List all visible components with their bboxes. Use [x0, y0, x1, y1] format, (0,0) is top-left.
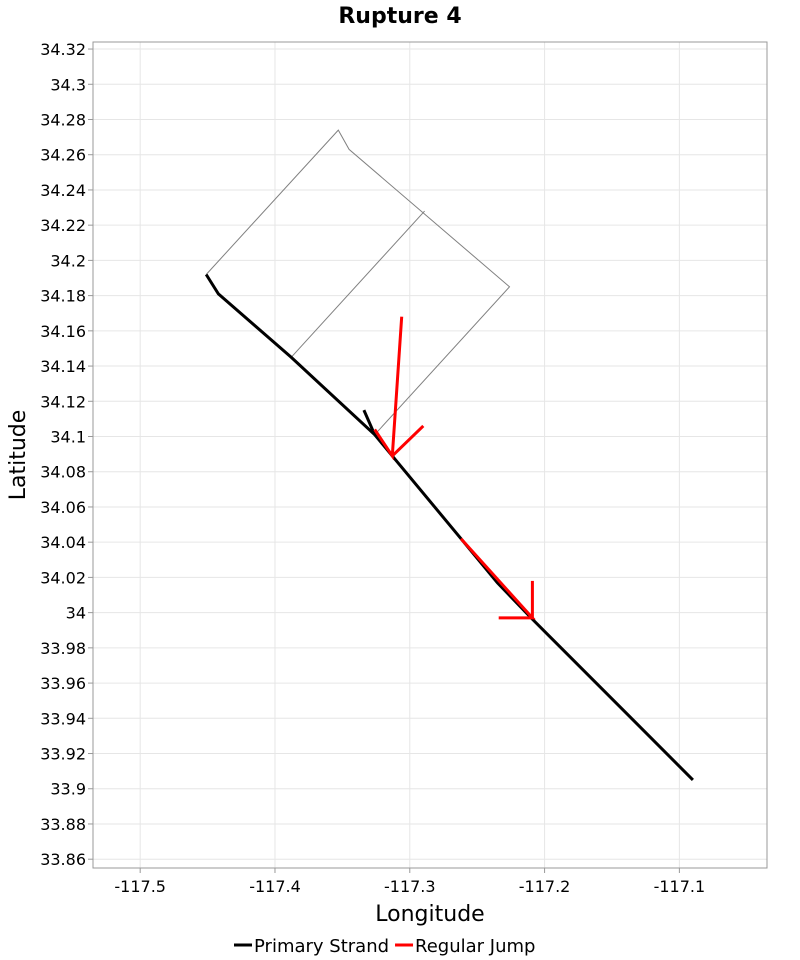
fault-outline-2: [290, 210, 425, 358]
y-tick-label: 34.24: [40, 181, 86, 200]
y-axis-ticks: 33.86 33.88 33.9 33.92 33.94 33.96 33.98 34 34.0…: [40, 40, 93, 869]
x-axis-ticks: -117.5 -117.4 -117.3 -117.2 -117.1: [114, 868, 705, 896]
y-tick-label: 34.32: [40, 40, 86, 59]
legend-item-regular-jump: Regular Jump: [395, 936, 535, 957]
regular-jump-line-1: [373, 316, 404, 461]
fault-outlines: [205, 129, 511, 436]
y-tick-label: 34.12: [40, 392, 86, 411]
y-tick-label: 34.08: [40, 463, 86, 482]
grid: [93, 42, 767, 868]
y-tick-label: 34.2: [50, 251, 86, 270]
x-axis-title: Longitude: [375, 902, 484, 927]
series-lines: [204, 273, 694, 781]
x-tick-label: -117.3: [384, 877, 436, 896]
y-tick-label: 33.9: [50, 780, 86, 799]
y-tick-label: 34.06: [40, 498, 86, 517]
y-tick-label: 34.14: [40, 357, 86, 376]
legend-label: Regular Jump: [415, 936, 535, 957]
legend: Primary Strand Regular Jump: [234, 936, 535, 957]
y-tick-label: 34.1: [50, 428, 86, 447]
y-tick-label: 33.96: [40, 674, 86, 693]
legend-label: Primary Strand: [254, 936, 389, 957]
x-tick-label: -117.4: [249, 877, 301, 896]
y-tick-label: 33.86: [40, 850, 86, 869]
x-tick-label: -117.1: [654, 877, 706, 896]
y-tick-label: 33.98: [40, 639, 86, 658]
y-tick-label: 34.28: [40, 110, 86, 129]
chart-title: Rupture 4: [338, 4, 461, 29]
plot-frame: [92, 41, 768, 869]
y-tick-label: 34: [66, 604, 86, 623]
x-tick-label: -117.5: [114, 877, 166, 896]
fault-outline-1: [205, 129, 511, 436]
y-tick-label: 34.26: [40, 146, 86, 165]
y-tick-label: 34.02: [40, 568, 86, 587]
primary-strand-line-2: [362, 409, 377, 436]
regular-jump-line-3: [459, 537, 536, 620]
y-axis-title: Latitude: [6, 410, 31, 501]
y-tick-label: 34.22: [40, 216, 86, 235]
legend-item-primary-strand: Primary Strand: [234, 936, 389, 957]
y-tick-label: 34.04: [40, 533, 86, 552]
y-tick-label: 34.16: [40, 322, 86, 341]
y-tick-label: 34.18: [40, 287, 86, 306]
y-tick-label: 33.92: [40, 745, 86, 764]
x-tick-label: -117.2: [519, 877, 571, 896]
regular-jump-line-2: [391, 424, 425, 457]
primary-strand-line-1: [204, 273, 694, 781]
y-tick-label: 33.88: [40, 815, 86, 834]
y-tick-label: 33.94: [40, 709, 86, 728]
y-tick-label: 34.3: [50, 75, 86, 94]
